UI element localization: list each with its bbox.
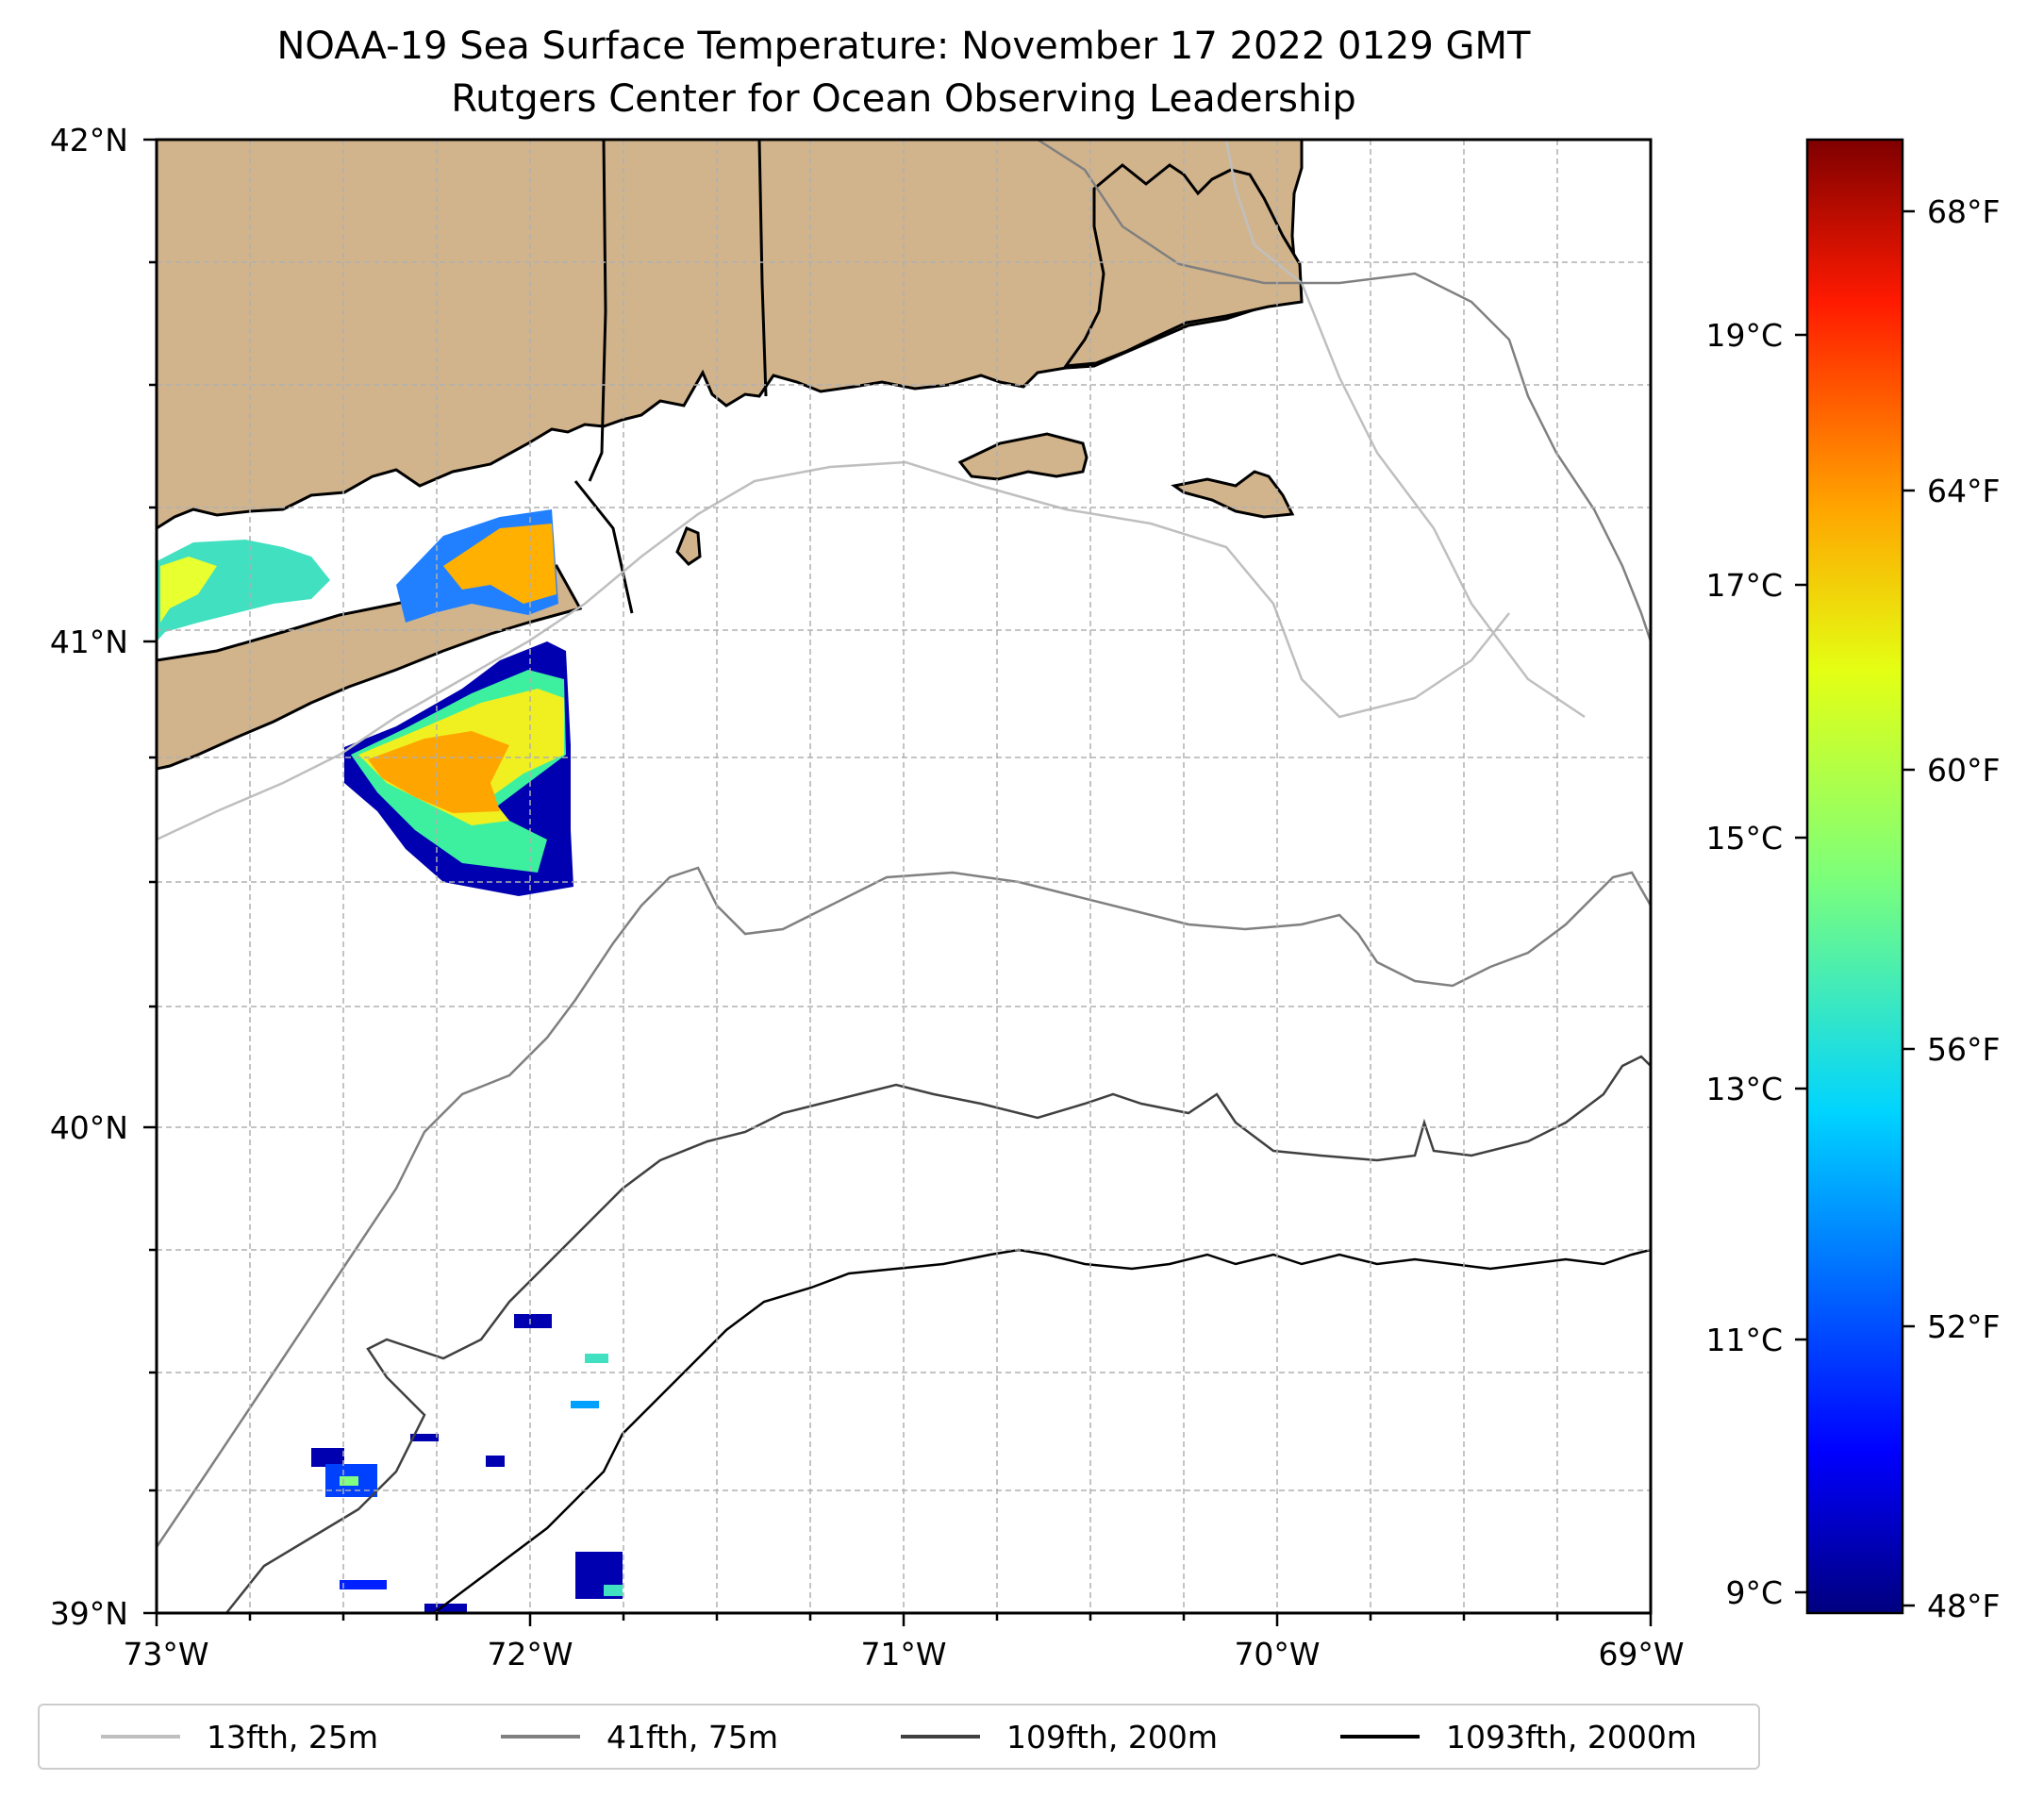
sst-speck xyxy=(340,1476,358,1486)
land-long-island xyxy=(157,564,583,771)
legend-item-200m: 109fth, 200m xyxy=(901,1719,1218,1755)
colorbar-fahrenheit-label: 64°F xyxy=(1927,473,2000,509)
lat-label: 41°N xyxy=(50,624,128,660)
map-panel xyxy=(155,138,1653,1615)
sst-speck xyxy=(604,1585,623,1596)
lon-label: 73°W xyxy=(123,1636,208,1672)
lon-label: 70°W xyxy=(1234,1636,1320,1672)
sst-patch-west-warm xyxy=(160,557,217,623)
colorbar-fahrenheit-label: 56°F xyxy=(1927,1031,2000,1068)
sst-speck xyxy=(585,1354,608,1363)
lon-label: 71°W xyxy=(860,1636,946,1672)
lon-label: 69°W xyxy=(1598,1636,1684,1672)
bathymetry-contours xyxy=(157,140,1651,1613)
legend-item-75m: 41fth, 75m xyxy=(501,1719,778,1755)
colorbar-gradient xyxy=(1805,138,1904,1615)
lat-label: 39°N xyxy=(50,1595,128,1632)
legend-line-icon xyxy=(501,1735,580,1739)
lon-label: 72°W xyxy=(487,1636,573,1672)
legend-label: 109fth, 200m xyxy=(1006,1718,1218,1755)
colorbar: 19°C 17°C 15°C 13°C 11°C 9°C 68°F 64°F 6… xyxy=(1705,138,2000,1624)
contour-2000m xyxy=(433,1248,1651,1613)
legend-label: 13fth, 25m xyxy=(207,1718,378,1755)
colorbar-celsius-label: 9°C xyxy=(1725,1574,1783,1611)
state-borders xyxy=(573,140,768,614)
sst-speck xyxy=(514,1314,552,1328)
gridlines xyxy=(157,140,1651,1613)
sst-patch-orange xyxy=(368,731,509,813)
chart-subtitle: Rutgers Center for Ocean Observing Leade… xyxy=(451,77,1356,121)
sst-patch-north-warm xyxy=(443,524,557,604)
lat-label: 42°N xyxy=(50,122,128,158)
contour-75m xyxy=(157,140,1651,1548)
sst-speck xyxy=(571,1401,599,1408)
legend-item-2000m: 1093fth, 2000m xyxy=(1340,1719,1697,1755)
lat-label: 40°N xyxy=(50,1109,128,1146)
sst-speck xyxy=(410,1434,439,1441)
land-marthas-vineyard xyxy=(957,432,1088,481)
legend-line-icon xyxy=(901,1735,980,1739)
sst-speck xyxy=(311,1448,344,1467)
colorbar-fahrenheit-label: 52°F xyxy=(1927,1308,2000,1345)
colorbar-celsius-label: 13°C xyxy=(1705,1071,1783,1107)
colorbar-celsius-label: 11°C xyxy=(1705,1322,1783,1358)
colorbar-fahrenheit-label: 48°F xyxy=(1927,1588,2000,1624)
bathymetry-legend: 13fth, 25m 41fth, 75m 109fth, 200m 1093f… xyxy=(38,1704,1760,1770)
colorbar-celsius-label: 17°C xyxy=(1705,567,1783,604)
legend-item-25m: 13fth, 25m xyxy=(101,1719,378,1755)
sst-speck xyxy=(424,1604,467,1613)
land-mainland xyxy=(157,140,1304,530)
axis-ticks xyxy=(143,138,1653,1626)
colorbar-celsius-label: 15°C xyxy=(1705,820,1783,857)
sst-speck xyxy=(486,1456,505,1467)
legend-line-icon xyxy=(101,1735,180,1739)
legend-label: 41fth, 75m xyxy=(607,1718,778,1755)
land-block-island xyxy=(675,526,702,566)
colorbar-fahrenheit-label: 68°F xyxy=(1927,193,2000,230)
colorbar-celsius-label: 19°C xyxy=(1705,317,1783,354)
chart-title: NOAA-19 Sea Surface Temperature: Novembe… xyxy=(276,25,1531,68)
contour-200m xyxy=(225,1055,1651,1613)
land xyxy=(157,140,1304,771)
land-nantucket xyxy=(1171,470,1295,519)
sst-overlay xyxy=(157,509,623,1613)
legend-line-icon xyxy=(1340,1735,1420,1739)
colorbar-fahrenheit-label: 60°F xyxy=(1927,752,2000,789)
legend-label: 1093fth, 2000m xyxy=(1446,1718,1697,1755)
sst-speck xyxy=(340,1580,387,1589)
contour-25m xyxy=(157,140,1586,841)
